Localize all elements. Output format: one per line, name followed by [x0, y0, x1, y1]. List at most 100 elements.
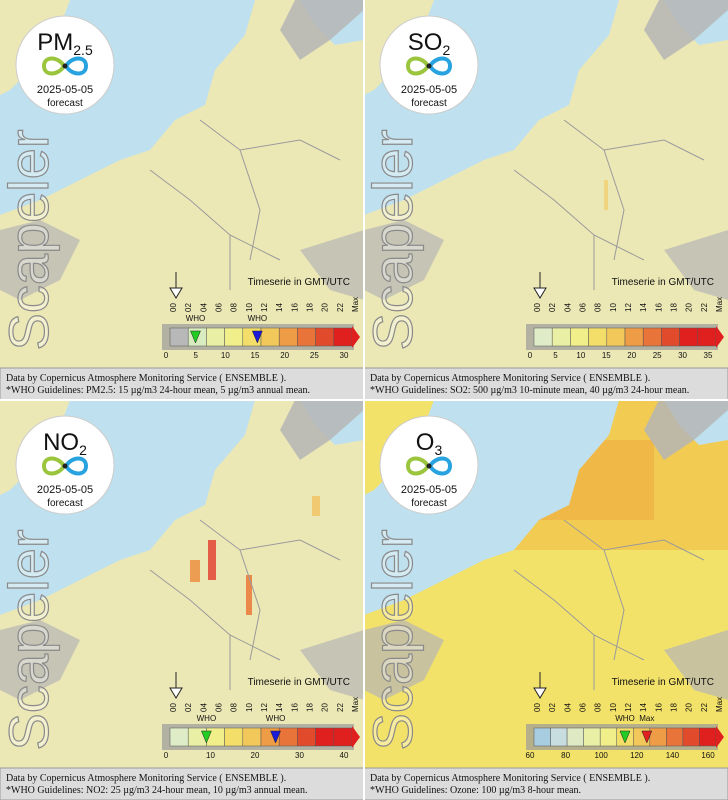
- scale-label: 30: [295, 751, 304, 760]
- legend-cell: [697, 327, 717, 347]
- borders: [513, 519, 705, 690]
- legend-cell: [588, 327, 608, 347]
- hour-label: 08: [230, 703, 239, 712]
- legend-cell: [606, 327, 626, 347]
- arrow-head: [169, 287, 183, 299]
- watermark: Scapeler: [361, 529, 424, 750]
- grey-patch: [300, 630, 364, 700]
- scale-label: 40: [340, 751, 349, 760]
- footer-bg: [363, 767, 728, 800]
- legend-cell: [583, 727, 601, 747]
- scale-label: 10: [221, 351, 230, 360]
- logo-right: [428, 456, 453, 476]
- scale-label: 0: [164, 351, 169, 360]
- pollutant-name: SO2: [408, 29, 451, 58]
- footer-line: *WHO Guidelines: Ozone: 100 µg/m3 8-hour…: [370, 785, 581, 796]
- logo-dot: [62, 463, 68, 469]
- hour-label: 10: [245, 703, 254, 712]
- hour-label: 16: [290, 703, 299, 712]
- hour-label: 18: [306, 303, 315, 312]
- scale-label: 30: [340, 351, 349, 360]
- hour-label: 22: [336, 303, 345, 312]
- scale-label: 20: [627, 351, 636, 360]
- scale-label: 120: [630, 751, 644, 760]
- scale-label: 160: [701, 751, 715, 760]
- legend-cell: [278, 327, 298, 347]
- legend-cell: [533, 327, 553, 347]
- scale-label: 5: [193, 351, 198, 360]
- who-label: WHO: [266, 714, 286, 723]
- pollutant-name: O3: [416, 429, 443, 458]
- hour-label: 06: [215, 703, 224, 712]
- hour-label: 22: [700, 703, 709, 712]
- hour-label: 00: [533, 303, 542, 312]
- grey-patch: [364, 220, 444, 300]
- forecast-label: forecast: [47, 498, 83, 509]
- legend-cell: [642, 327, 662, 347]
- borders: [149, 519, 341, 690]
- panel: Scapeler O3 2025-05-05 forecast Timeserie in…: [360, 400, 728, 800]
- pollutant-main: O: [416, 429, 435, 456]
- footer-line: Data by Copernicus Atmosphere Monitoring…: [6, 373, 286, 384]
- legend-cell: [682, 727, 700, 747]
- grey-patch: [0, 620, 80, 700]
- forecast-label: forecast: [411, 98, 447, 109]
- pollutant-sub: 2: [442, 42, 450, 58]
- legend-cell: [550, 727, 568, 747]
- scale-label: 15: [602, 351, 611, 360]
- scale-label: 5: [553, 351, 558, 360]
- date: 2025-05-05: [37, 84, 93, 96]
- logo-right: [64, 456, 89, 476]
- logo-left: [41, 56, 66, 76]
- legend-cell: [333, 327, 353, 347]
- hour-label: 14: [275, 703, 284, 712]
- footer-line: Data by Copernicus Atmosphere Monitoring…: [370, 773, 650, 784]
- hour-label: 04: [199, 303, 208, 312]
- who-label: WHO: [197, 714, 217, 723]
- legend-cell: [297, 327, 316, 347]
- pollutant-main: PM: [37, 29, 73, 56]
- legend-cell: [278, 727, 298, 747]
- legend-cell: [699, 727, 717, 747]
- legend-cell: [533, 727, 551, 747]
- hour-label: 18: [670, 303, 679, 312]
- logo-right: [428, 56, 453, 76]
- hour-label: Max: [351, 697, 360, 712]
- footer-line: *WHO Guidelines: PM2.5: 15 µg/m3 24-hour…: [6, 385, 310, 396]
- date: 2025-05-05: [37, 484, 93, 496]
- who-marker: [201, 730, 212, 744]
- scale-label: 30: [678, 351, 687, 360]
- scale-label: 80: [561, 751, 570, 760]
- footer-line: *WHO Guidelines: NO2: 25 µg/m3 24-hour m…: [6, 785, 307, 796]
- legend-cell: [315, 327, 335, 347]
- who-label: Max: [639, 714, 654, 723]
- hour-label: 08: [594, 303, 603, 312]
- timeseries-title: Timeserie in GMT/UTC: [612, 277, 714, 288]
- pollutant-main: NO: [43, 429, 79, 456]
- scale-label: 25: [310, 351, 319, 360]
- grey-patch: [0, 220, 80, 300]
- hour-label: 06: [579, 703, 588, 712]
- hour-label: 04: [199, 703, 208, 712]
- hour-label: 02: [548, 703, 557, 712]
- legend-cell: [599, 727, 617, 747]
- who-label: WHO: [615, 714, 635, 723]
- scale-label: 140: [666, 751, 680, 760]
- borders: [149, 119, 341, 290]
- hour-label: 20: [321, 703, 330, 712]
- scale-label: 35: [704, 351, 713, 360]
- pollution-hotspot: [312, 496, 320, 516]
- hour-label: 18: [670, 703, 679, 712]
- watermark: Scapeler: [0, 529, 60, 750]
- grey-patch: [280, 400, 364, 460]
- who-marker: [619, 730, 631, 744]
- hour-label: 20: [685, 703, 694, 712]
- arrow-head: [169, 687, 183, 699]
- scale-label: 10: [206, 751, 215, 760]
- timeseries-title: Timeserie in GMT/UTC: [612, 677, 714, 688]
- scale-label: 60: [526, 751, 535, 760]
- hour-label: 10: [609, 703, 618, 712]
- hour-label: 12: [260, 303, 269, 312]
- arrow-head: [533, 287, 547, 299]
- forecast-label: forecast: [411, 498, 447, 509]
